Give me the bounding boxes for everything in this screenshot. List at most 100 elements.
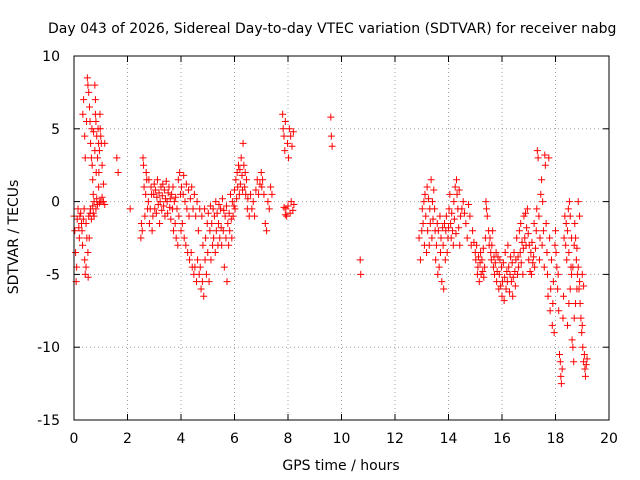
data-point [290,201,298,209]
data-point [288,142,296,150]
data-point [219,227,227,235]
data-point [515,263,523,271]
data-point [92,205,100,213]
data-point [174,176,182,184]
data-point [228,234,236,242]
data-point [577,314,585,322]
data-point [558,365,566,373]
data-point [247,190,255,198]
data-point [469,227,477,235]
data-point [79,241,87,249]
data-point [453,176,461,184]
data-point [222,234,230,242]
x-tick-label: 18 [547,431,565,447]
data-point [452,230,460,238]
data-point [182,180,190,188]
data-point [572,234,580,242]
data-point [536,234,544,242]
data-point [258,183,266,191]
data-point [479,244,487,252]
data-point [287,132,295,140]
data-point [96,125,104,133]
data-point [448,209,456,217]
data-point [556,358,564,366]
data-point [578,321,586,329]
data-point [285,154,293,162]
data-point [90,212,98,220]
data-point [458,205,466,213]
data-point [478,256,486,264]
data-point [80,96,88,104]
data-point [237,154,245,162]
data-point [241,168,249,176]
data-point [447,234,455,242]
data-point [263,227,271,235]
data-point [539,227,547,235]
data-point [528,238,536,246]
data-point [580,350,588,358]
y-tick-label: 5 [51,122,60,138]
data-point [97,132,105,140]
data-point [137,234,145,242]
data-point [533,205,541,213]
data-point [463,234,471,242]
data-point [439,241,447,249]
data-point [166,195,174,203]
x-tick-label: 12 [386,431,404,447]
data-point [518,238,526,246]
data-point [193,198,201,206]
data-point [524,230,532,238]
data-point [142,190,150,198]
data-point [212,198,220,206]
data-point [150,190,158,198]
data-point [486,234,494,242]
data-point [430,186,438,194]
data-point [537,190,545,198]
data-point [153,176,161,184]
data-point [201,256,209,264]
data-point [252,186,260,194]
chart-title: Day 043 of 2026, Sidereal Day-to-day VTE… [48,21,616,37]
data-point [569,343,577,351]
data-point [461,209,469,217]
data-point [175,212,183,220]
data-point [515,227,523,235]
data-point [98,193,106,201]
data-point [114,168,122,176]
data-point [149,212,157,220]
data-point [218,195,226,203]
data-point [156,198,164,206]
data-point [462,219,470,227]
data-point [497,263,505,271]
data-point [516,249,524,257]
data-point [442,212,450,220]
data-point [483,212,491,220]
data-point [415,234,423,242]
data-point [183,205,191,213]
data-point [501,273,509,281]
data-point [226,227,234,235]
data-point [436,212,444,220]
x-tick-label: 6 [230,431,239,447]
data-point [489,263,497,271]
data-point [445,205,453,213]
data-point [416,256,424,264]
data-point [514,253,522,261]
data-point [540,263,548,271]
data-point [507,278,515,286]
data-point [525,256,533,264]
data-point [446,190,454,198]
data-point [327,113,335,121]
data-point [207,256,215,264]
data-point [570,358,578,366]
data-point [87,139,95,147]
data-point [583,355,591,363]
data-point [99,180,107,188]
data-point [152,209,160,217]
data-point [200,292,208,300]
data-point [180,171,188,179]
data-point [195,270,203,278]
data-point [244,195,252,203]
data-point [197,285,205,293]
